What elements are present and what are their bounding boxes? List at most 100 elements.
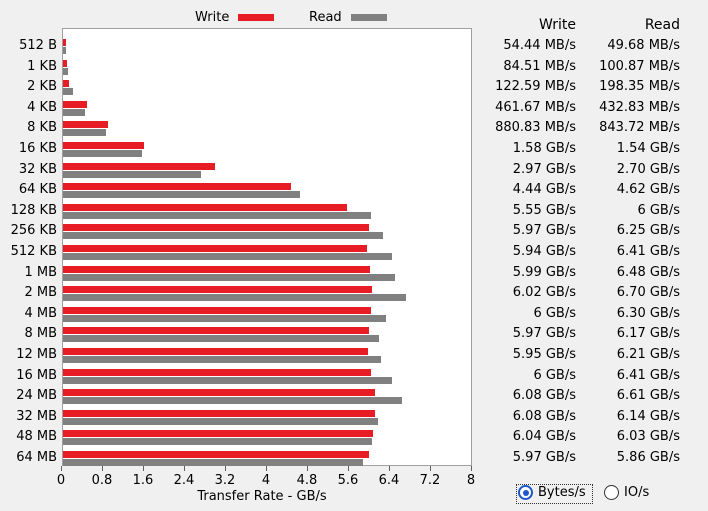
read-bar bbox=[63, 150, 142, 157]
x-tick-mark bbox=[143, 466, 144, 471]
read-value: 198.35 MB/s bbox=[599, 79, 680, 95]
write-column-header: Write bbox=[539, 17, 576, 33]
x-tick-mark bbox=[389, 466, 390, 471]
category-label: 16 MB bbox=[16, 367, 57, 383]
chart-legend: Write Read bbox=[0, 0, 470, 28]
write-value: 6.08 GB/s bbox=[512, 388, 576, 404]
write-value: 5.97 GB/s bbox=[512, 223, 576, 239]
category-label: 128 KB bbox=[10, 202, 57, 218]
radio-unchecked-icon bbox=[604, 485, 619, 500]
write-value: 1.58 GB/s bbox=[512, 141, 576, 156]
write-bar bbox=[63, 121, 109, 129]
category-label: 8 MB bbox=[24, 326, 57, 342]
x-tick-mark bbox=[348, 466, 349, 471]
read-value: 6.17 GB/s bbox=[616, 326, 680, 342]
read-value: 843.72 MB/s bbox=[599, 120, 680, 136]
read-value: 6 GB/s bbox=[637, 202, 680, 218]
write-value: 84.51 MB/s bbox=[503, 58, 576, 74]
read-bar bbox=[63, 459, 364, 466]
category-label: 24 MB bbox=[16, 388, 57, 404]
category-label: 12 MB bbox=[16, 347, 57, 362]
read-value: 6.03 GB/s bbox=[616, 429, 680, 445]
write-bar bbox=[63, 265, 370, 273]
read-bar bbox=[63, 88, 74, 96]
write-value: 6 GB/s bbox=[533, 305, 576, 321]
category-label: 32 KB bbox=[18, 161, 57, 177]
write-value: 5.95 GB/s bbox=[512, 347, 576, 362]
x-tick-mark bbox=[102, 466, 103, 471]
read-value: 6.14 GB/s bbox=[616, 408, 680, 424]
category-label: 48 MB bbox=[16, 429, 57, 445]
read-bar bbox=[63, 67, 69, 75]
category-label: 512 B bbox=[19, 38, 57, 53]
write-bar bbox=[63, 245, 368, 252]
legend-write-label: Write bbox=[195, 10, 230, 25]
x-tick-mark bbox=[471, 466, 472, 471]
read-bar bbox=[63, 417, 378, 425]
category-label: 2 KB bbox=[27, 79, 57, 95]
x-tick-mark bbox=[184, 466, 185, 471]
write-bar bbox=[63, 59, 68, 67]
write-value: 2.97 GB/s bbox=[512, 161, 576, 177]
read-bar bbox=[63, 191, 300, 199]
read-bar bbox=[63, 294, 407, 302]
write-value: 122.59 MB/s bbox=[495, 79, 576, 95]
read-value: 6.41 GB/s bbox=[616, 367, 680, 383]
read-bar bbox=[63, 376, 392, 384]
bytes-per-second-label: Bytes/s bbox=[538, 485, 586, 500]
io-per-second-radio[interactable]: IO/s bbox=[604, 484, 664, 504]
write-value: 5.99 GB/s bbox=[512, 264, 576, 280]
read-value: 5.86 GB/s bbox=[616, 450, 680, 465]
read-value: 100.87 MB/s bbox=[599, 58, 680, 74]
legend-read-swatch bbox=[351, 14, 387, 21]
read-bar bbox=[63, 232, 384, 240]
write-bar bbox=[63, 389, 375, 397]
x-tick-label: 0 bbox=[56, 473, 66, 488]
x-tick-mark bbox=[307, 466, 308, 471]
category-label: 16 KB bbox=[18, 141, 57, 156]
category-label: 32 MB bbox=[16, 408, 57, 424]
write-value: 6.08 GB/s bbox=[512, 408, 576, 424]
read-bar bbox=[63, 170, 202, 178]
write-bar bbox=[63, 409, 375, 417]
write-bar bbox=[63, 100, 87, 108]
category-label: 2 MB bbox=[24, 285, 57, 301]
category-label: 4 MB bbox=[24, 305, 57, 321]
x-tick-label: 1.6 bbox=[132, 473, 154, 488]
write-bar bbox=[63, 368, 371, 376]
write-bar bbox=[63, 80, 70, 88]
write-value: 5.55 GB/s bbox=[512, 202, 576, 218]
write-value: 4.44 GB/s bbox=[512, 182, 576, 198]
read-value: 49.68 MB/s bbox=[607, 38, 680, 53]
write-bar bbox=[63, 224, 369, 232]
category-label: 256 KB bbox=[10, 223, 57, 239]
write-value: 5.94 GB/s bbox=[512, 244, 576, 259]
write-value: 6 GB/s bbox=[533, 367, 576, 383]
read-bar bbox=[63, 438, 373, 446]
bytes-per-second-radio[interactable]: Bytes/s bbox=[518, 484, 592, 504]
radio-checked-icon bbox=[518, 485, 533, 500]
x-tick-label: 4.8 bbox=[296, 473, 318, 488]
write-value: 5.97 GB/s bbox=[512, 450, 576, 465]
write-bar bbox=[63, 451, 369, 458]
read-bar bbox=[63, 47, 66, 54]
read-value: 432.83 MB/s bbox=[599, 99, 680, 115]
write-value: 5.97 GB/s bbox=[512, 326, 576, 342]
x-tick-label: 2.4 bbox=[173, 473, 195, 488]
read-column-header: Read bbox=[644, 17, 680, 33]
category-label: 8 KB bbox=[27, 120, 57, 136]
focus-indicator bbox=[516, 484, 593, 504]
read-value: 2.70 GB/s bbox=[616, 161, 680, 177]
x-tick-mark bbox=[61, 466, 62, 471]
read-value: 6.21 GB/s bbox=[616, 347, 680, 362]
read-bar bbox=[63, 253, 392, 260]
read-value: 6.41 GB/s bbox=[616, 244, 680, 259]
read-value: 6.70 GB/s bbox=[616, 285, 680, 301]
read-bar bbox=[63, 273, 396, 281]
write-bar bbox=[63, 203, 348, 211]
legend-write-swatch bbox=[238, 14, 274, 21]
read-bar bbox=[63, 108, 86, 116]
x-tick-label: 8 bbox=[466, 473, 476, 488]
write-value: 6.04 GB/s bbox=[512, 429, 576, 445]
x-tick-label: 6.4 bbox=[378, 473, 400, 488]
